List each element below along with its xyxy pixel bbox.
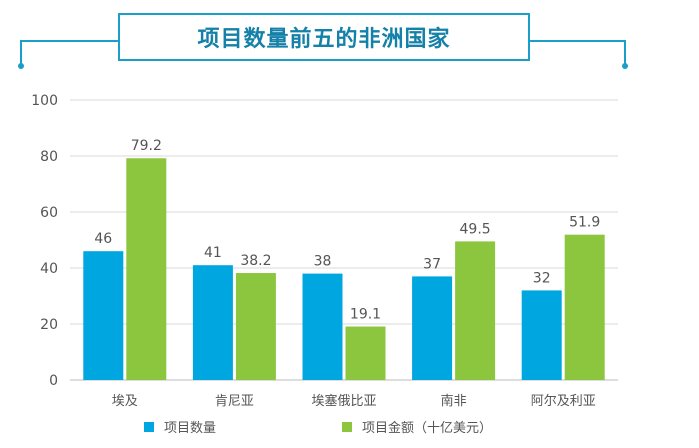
data-label: 46: [94, 231, 112, 247]
y-tick-label: 20: [40, 317, 58, 333]
x-tick-label: 南非: [441, 393, 467, 409]
legend-swatch-count: [144, 421, 154, 432]
chart-title: 项目数量前五的非洲国家: [197, 27, 451, 52]
chart-legend: 项目数量 项目金额（十亿美元）: [0, 417, 699, 441]
title-deco-vert-left: [20, 40, 22, 64]
bar: [83, 251, 124, 380]
bar: [192, 265, 233, 380]
title-deco-vert-right: [624, 40, 626, 64]
legend-item-count: 项目数量: [144, 417, 216, 436]
bar: [126, 158, 167, 380]
bar: [345, 326, 386, 380]
title-deco-dot-right: [622, 63, 628, 69]
x-tick-label: 阿尔及利亚: [531, 394, 596, 409]
legend-item-amount: 项目金额（十亿美元）: [342, 417, 492, 436]
bar: [564, 234, 605, 380]
bar: [235, 273, 276, 380]
legend-label-amount: 项目金额（十亿美元）: [362, 421, 493, 436]
legend-label-count: 项目数量: [164, 421, 217, 436]
chart-title-box: 项目数量前五的非洲国家: [118, 13, 530, 61]
title-deco-line-right: [530, 40, 626, 42]
data-label: 41: [204, 245, 222, 261]
bar: [302, 273, 343, 380]
data-label: 19.1: [350, 307, 381, 323]
y-tick-label: 80: [40, 149, 58, 165]
bar: [412, 276, 453, 380]
title-deco-dot-left: [18, 63, 24, 69]
data-label: 37: [423, 256, 441, 272]
title-deco-line-left: [20, 40, 118, 42]
data-label: 49.5: [460, 221, 491, 237]
data-label: 51.9: [569, 215, 600, 231]
data-label: 79.2: [131, 138, 162, 154]
x-tick-label: 埃及: [112, 394, 138, 409]
x-tick-label: 肯尼亚: [215, 394, 254, 409]
data-label: 38: [314, 254, 332, 270]
legend-swatch-amount: [342, 421, 352, 432]
y-tick-label: 60: [40, 205, 58, 221]
data-label: 38.2: [240, 253, 271, 269]
bar: [521, 290, 562, 380]
y-tick-label: 100: [31, 93, 58, 109]
x-tick-label: 埃塞俄比亚: [311, 393, 376, 409]
y-tick-label: 0: [49, 373, 58, 389]
bar: [455, 241, 496, 380]
data-label: 32: [533, 270, 551, 286]
y-tick-label: 40: [40, 261, 58, 277]
